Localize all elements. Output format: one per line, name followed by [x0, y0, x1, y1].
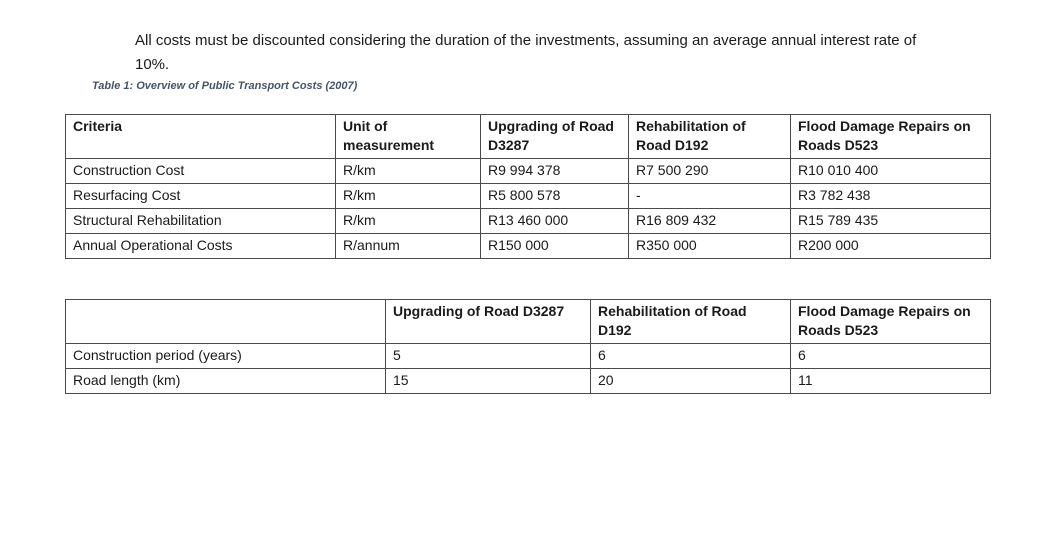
project-parameters-table: Upgrading of Road D3287 Rehabilitation o…	[65, 299, 991, 394]
table-cell: 6	[590, 343, 791, 369]
row-label: Construction period (years)	[65, 343, 386, 369]
table-cell: 5	[385, 343, 591, 369]
table-row: Structural Rehabilitation R/km R13 460 0…	[65, 208, 991, 234]
table-cell: R200 000	[790, 233, 991, 259]
table-row: Resurfacing Cost R/km R5 800 578 - R3 78…	[65, 183, 991, 209]
table-cell: 15	[385, 368, 591, 394]
column-header-empty	[65, 299, 386, 344]
table-cell: R3 782 438	[790, 183, 991, 209]
table-header-row: Criteria Unit of measurement Upgrading o…	[65, 114, 991, 159]
column-header-flood: Flood Damage Repairs on Roads D523	[790, 114, 991, 159]
row-label: Structural Rehabilitation	[65, 208, 336, 234]
table-cell: R10 010 400	[790, 158, 991, 184]
table-cell: R150 000	[480, 233, 629, 259]
table-row: Construction Cost R/km R9 994 378 R7 500…	[65, 158, 991, 184]
table-row: Annual Operational Costs R/annum R150 00…	[65, 233, 991, 259]
table-row: Road length (km) 15 20 11	[65, 368, 991, 394]
table-cell: R/km	[335, 183, 481, 209]
table-cell: R5 800 578	[480, 183, 629, 209]
column-header-upgrading: Upgrading of Road D3287	[385, 299, 591, 344]
intro-paragraph: All costs must be discounted considering…	[135, 32, 917, 73]
table-cell: 20	[590, 368, 791, 394]
table-row: Construction period (years) 5 6 6	[65, 343, 991, 369]
row-label: Road length (km)	[65, 368, 386, 394]
table-cell: R/annum	[335, 233, 481, 259]
row-label: Resurfacing Cost	[65, 183, 336, 209]
table-cell: R15 789 435	[790, 208, 991, 234]
table-cell: R13 460 000	[480, 208, 629, 234]
table-cell: R/km	[335, 208, 481, 234]
public-transport-costs-table: Criteria Unit of measurement Upgrading o…	[65, 114, 991, 259]
column-header-rehabilitation: Rehabilitation of Road D192	[628, 114, 791, 159]
row-label: Annual Operational Costs	[65, 233, 336, 259]
table-cell: R/km	[335, 158, 481, 184]
table-cell: R9 994 378	[480, 158, 629, 184]
table-cell: 11	[790, 368, 991, 394]
table-cell: 6	[790, 343, 991, 369]
table1-caption: Table 1: Overview of Public Transport Co…	[92, 80, 358, 92]
column-header-criteria: Criteria	[65, 114, 336, 159]
table-cell: R350 000	[628, 233, 791, 259]
table-header-row: Upgrading of Road D3287 Rehabilitation o…	[65, 299, 991, 344]
row-label: Construction Cost	[65, 158, 336, 184]
column-header-upgrading: Upgrading of Road D3287	[480, 114, 629, 159]
table-cell: R16 809 432	[628, 208, 791, 234]
table-cell: -	[628, 183, 791, 209]
column-header-flood: Flood Damage Repairs on Roads D523	[790, 299, 991, 344]
column-header-unit: Unit of measurement	[335, 114, 481, 159]
table-cell: R7 500 290	[628, 158, 791, 184]
column-header-rehabilitation: Rehabilitation of Road D192	[590, 299, 791, 344]
